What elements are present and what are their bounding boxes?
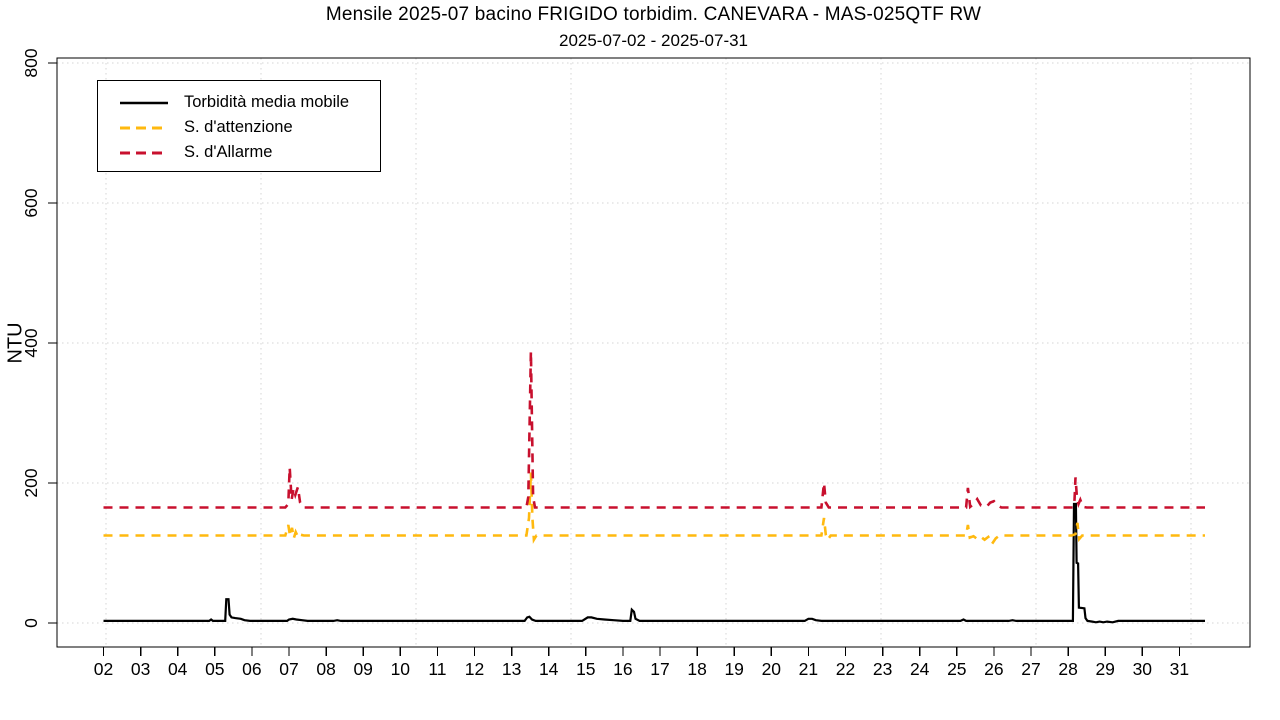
legend-item-allarme: S. d'Allarme: [120, 140, 380, 165]
x-tick-label: 16: [613, 659, 632, 679]
y-axis-label: NTU: [4, 322, 27, 364]
legend-label: S. d'Allarme: [184, 143, 273, 161]
series-soglia-attenzione: [103, 472, 1205, 547]
x-tick-label: 10: [391, 659, 411, 679]
y-tick-label: 0: [21, 618, 41, 628]
x-tick-label: 08: [316, 659, 335, 679]
legend-item-attenzione: S. d'attenzione: [120, 115, 380, 140]
x-tick-label: 24: [910, 659, 930, 679]
y-tick-label: 400: [21, 328, 41, 357]
x-tick-label: 09: [353, 659, 372, 679]
x-tick-label: 12: [465, 659, 484, 679]
series-soglia-allarme: [103, 351, 1205, 510]
legend-box: Torbidità media mobile S. d'attenzione S…: [97, 80, 381, 172]
legend-label: S. d'attenzione: [184, 118, 293, 136]
chart-subtitle: 2025-07-02 - 2025-07-31: [558, 31, 749, 50]
x-tick-label: 18: [687, 659, 706, 679]
x-tick-label: 30: [1133, 659, 1153, 679]
y-tick-label: 200: [21, 468, 41, 497]
x-tick-label: 07: [279, 659, 298, 679]
x-tick-label: 31: [1170, 659, 1189, 679]
x-tick-label: 06: [242, 659, 261, 679]
x-tick-label: 13: [502, 659, 521, 679]
x-tick-label: 20: [762, 659, 782, 679]
x-tick-label: 17: [650, 659, 669, 679]
y-tick-label: 800: [21, 48, 41, 77]
x-tick-label: 25: [947, 659, 966, 679]
x-tick-label: 29: [1095, 659, 1114, 679]
legend-label: Torbidità media mobile: [184, 93, 350, 111]
legend-item-torbidita: Torbidità media mobile: [120, 90, 380, 115]
x-tick-label: 02: [94, 659, 113, 679]
x-tick-label: 11: [428, 659, 446, 679]
y-tick-label: 600: [21, 188, 41, 217]
x-tick-label: 05: [205, 659, 224, 679]
series-torbidita-media-mobile: [103, 502, 1205, 624]
x-tick-label: 28: [1058, 659, 1077, 679]
x-tick-label: 04: [168, 659, 188, 679]
legend-line-icon: [120, 151, 168, 154]
legend-line-icon: [120, 126, 168, 129]
x-tick-label: 14: [539, 659, 559, 679]
x-tick-label: 19: [724, 659, 743, 679]
x-tick-label: 27: [1021, 659, 1040, 679]
x-tick-label: 21: [799, 659, 818, 679]
legend-line-icon: [120, 101, 168, 104]
x-tick-label: 23: [873, 659, 892, 679]
x-tick-label: 03: [131, 659, 150, 679]
x-tick-label: 26: [984, 659, 1003, 679]
x-tick-label: 22: [836, 659, 855, 679]
plot-box: [56, 57, 1251, 648]
chart-title: Mensile 2025-07 bacino FRIGIDO torbidim.…: [325, 4, 982, 25]
x-tick-label: 15: [576, 659, 595, 679]
